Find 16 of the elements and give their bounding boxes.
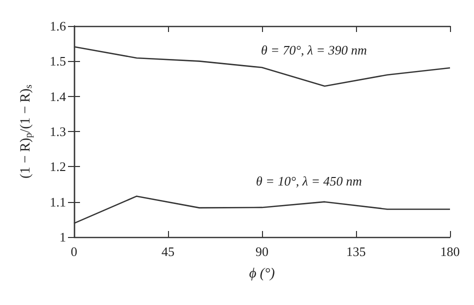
x-tick-label: 45 bbox=[162, 244, 174, 259]
y-tick-label: 1 bbox=[60, 230, 66, 244]
y-tick-label: 1.3 bbox=[50, 124, 66, 139]
y-tick-label: 1.6 bbox=[50, 18, 66, 34]
x-axis-title: ϕ (°) bbox=[249, 266, 276, 282]
x-tick-label: 0 bbox=[70, 244, 78, 259]
y-tick-label: 1.1 bbox=[50, 194, 66, 210]
y-tick-label: 1.4 bbox=[50, 88, 66, 104]
annotation: θ = 10°, λ = 450 nm bbox=[256, 173, 362, 188]
y-tick-label: 1.2 bbox=[50, 159, 66, 174]
y-tick-label: 1.5 bbox=[50, 54, 66, 69]
x-tick-label: 135 bbox=[346, 244, 366, 259]
annotation: θ = 70°, λ = 390 nm bbox=[261, 42, 367, 58]
y-axis-title: (1 − R)p/(1 − R)s bbox=[18, 84, 34, 178]
x-tick-label: 180 bbox=[440, 244, 460, 259]
x-tick-label: 90 bbox=[256, 244, 268, 259]
